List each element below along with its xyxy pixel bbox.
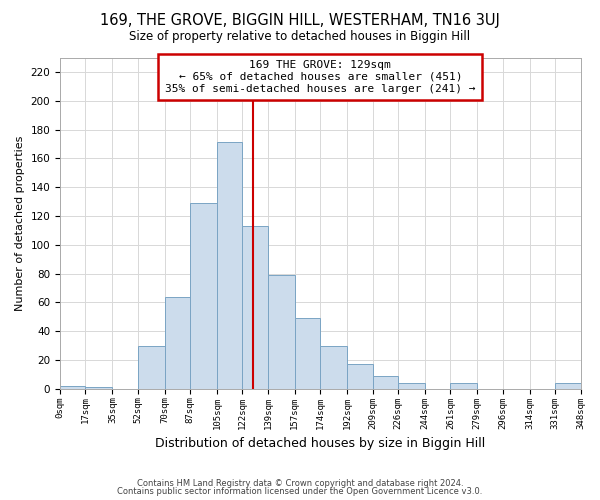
Text: Contains HM Land Registry data © Crown copyright and database right 2024.: Contains HM Land Registry data © Crown c… — [137, 478, 463, 488]
Bar — [60, 386, 85, 389]
Bar — [555, 383, 581, 389]
Bar — [398, 383, 425, 389]
Bar — [451, 383, 478, 389]
Text: Size of property relative to detached houses in Biggin Hill: Size of property relative to detached ho… — [130, 30, 470, 43]
Y-axis label: Number of detached properties: Number of detached properties — [15, 136, 25, 311]
Bar — [347, 364, 373, 389]
Bar — [268, 275, 295, 389]
X-axis label: Distribution of detached houses by size in Biggin Hill: Distribution of detached houses by size … — [155, 437, 485, 450]
Bar — [320, 346, 347, 389]
Text: Contains public sector information licensed under the Open Government Licence v3: Contains public sector information licen… — [118, 487, 482, 496]
Bar — [242, 226, 268, 389]
Bar — [138, 346, 165, 389]
Bar — [85, 388, 112, 389]
Text: 169, THE GROVE, BIGGIN HILL, WESTERHAM, TN16 3UJ: 169, THE GROVE, BIGGIN HILL, WESTERHAM, … — [100, 12, 500, 28]
Bar — [295, 318, 320, 389]
Text: 169 THE GROVE: 129sqm
← 65% of detached houses are smaller (451)
35% of semi-det: 169 THE GROVE: 129sqm ← 65% of detached … — [165, 60, 476, 94]
Bar — [373, 376, 398, 389]
Bar — [165, 296, 190, 389]
Bar — [217, 142, 242, 389]
Bar — [190, 203, 217, 389]
